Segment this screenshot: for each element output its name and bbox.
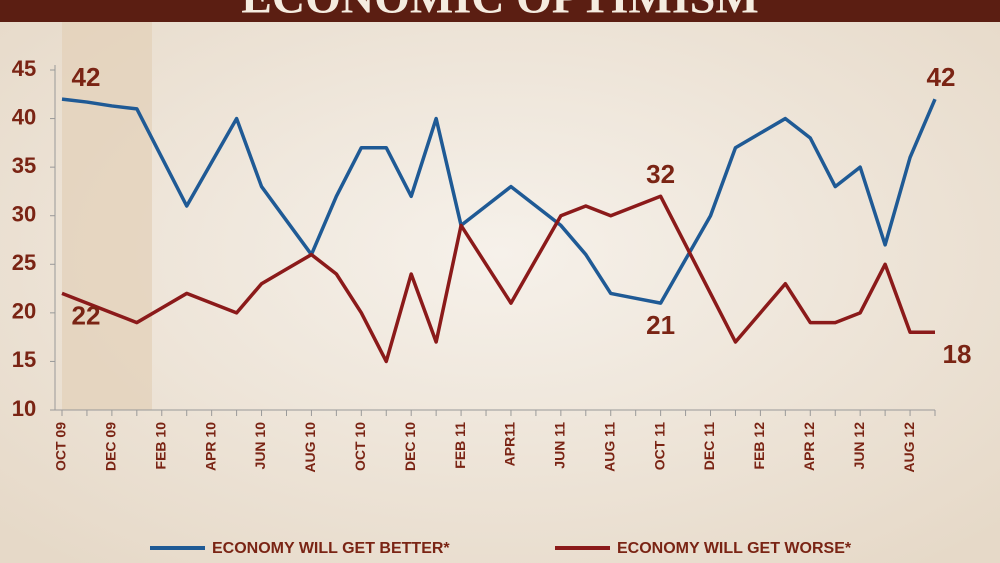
x-tick-label: DEC 10 (402, 422, 418, 471)
x-tick-label: APR 12 (801, 422, 817, 471)
series-line (61, 97, 937, 305)
y-tick-label: 40 (12, 104, 36, 129)
y-tick-label: 10 (12, 396, 36, 421)
y-tick-label: 35 (12, 153, 36, 178)
title-band (0, 0, 1000, 22)
legend-label: ECONOMY WILL GET WORSE* (617, 540, 852, 557)
x-tick-label: FEB 12 (751, 422, 767, 470)
data-label: 42 (927, 62, 956, 92)
x-tick-label: JUN 11 (552, 422, 568, 469)
legend-label: ECONOMY WILL GET BETTER* (212, 540, 450, 557)
x-tick-label: OCT 10 (352, 422, 368, 471)
x-tick-label: AUG 10 (302, 422, 318, 473)
data-label: 42 (72, 62, 101, 92)
data-label: 22 (72, 300, 101, 330)
x-tick-label: FEB 11 (452, 422, 468, 469)
y-tick-label: 30 (12, 202, 36, 227)
data-label: 32 (646, 159, 675, 189)
chart-title: ECONOMIC OPTIMISM (241, 0, 759, 23)
y-tick-label: 20 (12, 299, 36, 324)
x-tick-label: OCT 11 (651, 422, 667, 470)
x-tick-label: AUG 12 (901, 422, 917, 473)
x-tick-label: DEC 11 (701, 422, 717, 470)
y-tick-label: 15 (12, 347, 36, 372)
series-line (61, 194, 935, 364)
x-tick-label: OCT 09 (53, 422, 69, 471)
x-tick-label: AUG 11 (601, 422, 617, 472)
x-tick-label: DEC 09 (103, 422, 119, 471)
x-tick-label: FEB 10 (152, 422, 168, 470)
y-tick-label: 25 (12, 250, 36, 275)
x-tick-label: JUN 10 (252, 422, 268, 470)
highlight-band (62, 22, 152, 410)
x-tick-label: APR11 (502, 422, 518, 467)
data-label: 18 (943, 339, 972, 369)
y-tick-label: 45 (12, 56, 36, 81)
data-label: 21 (646, 310, 675, 340)
x-tick-label: JUN 12 (851, 422, 867, 470)
x-tick-label: APR 10 (202, 422, 218, 471)
